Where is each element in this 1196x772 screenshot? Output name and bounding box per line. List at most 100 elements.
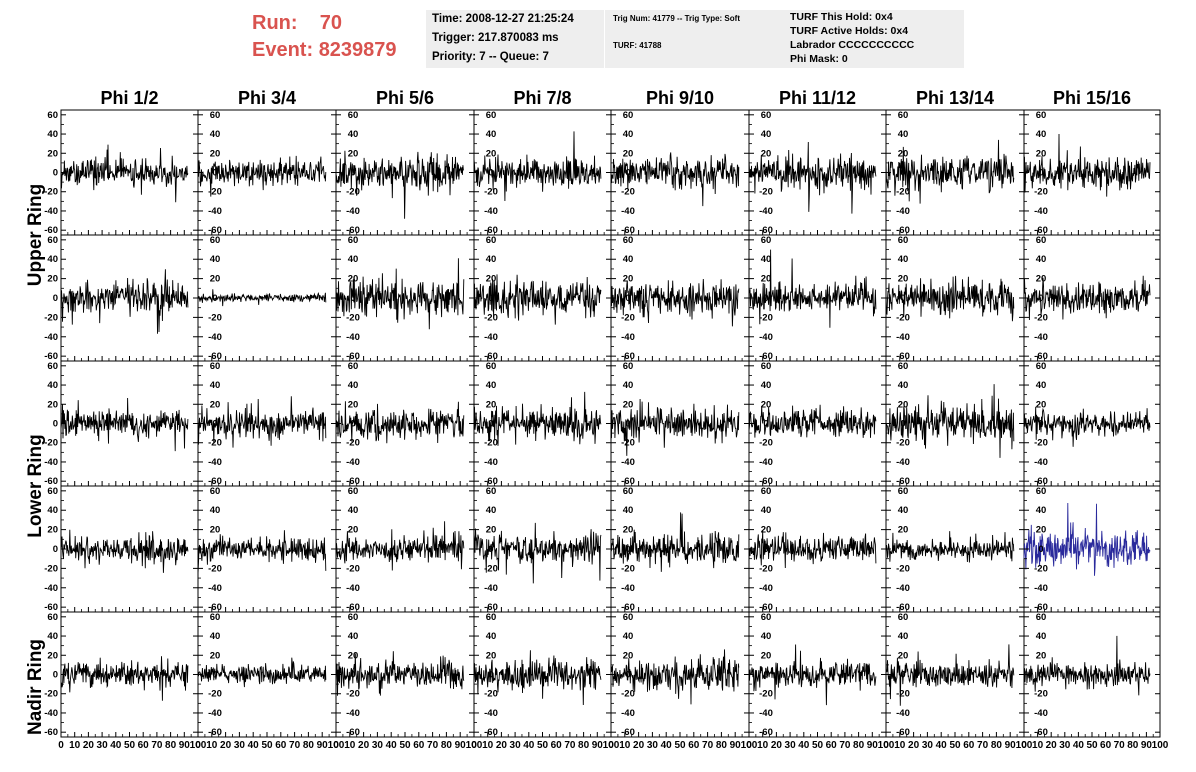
y-tick-label: 0 <box>488 419 493 430</box>
y-tick-label: -60 <box>896 225 910 236</box>
y-tick-label: -60 <box>44 351 58 362</box>
x-tick-label: 0 <box>58 740 64 751</box>
y-tick-label: 20 <box>210 148 221 159</box>
y-tick-label: -40 <box>621 457 635 468</box>
x-tick-label: 70 <box>977 740 989 751</box>
y-tick-label: -60 <box>208 476 222 487</box>
x-tick-label: 20 <box>358 740 370 751</box>
y-tick-label: -40 <box>208 708 222 719</box>
y-tick-label: -40 <box>759 583 773 594</box>
x-tick-label: 90 <box>592 740 604 751</box>
x-tick-label: 40 <box>936 740 948 751</box>
x-tick-label: 100 <box>1016 740 1033 751</box>
x-tick-label: 90 <box>455 740 467 751</box>
y-tick-label: -20 <box>44 438 58 449</box>
y-tick-label: 20 <box>1036 650 1047 661</box>
y-tick-label: -60 <box>208 225 222 236</box>
y-tick-label: -60 <box>346 351 360 362</box>
x-tick-label: 50 <box>261 740 273 751</box>
x-tick-label: 0 <box>471 740 477 751</box>
y-tick-label: 20 <box>623 650 634 661</box>
y-tick-label: 40 <box>761 129 772 140</box>
y-tick-label: 0 <box>900 168 905 179</box>
waveform-r3-c1 <box>60 397 189 452</box>
column-label-1: Phi 1/2 <box>100 88 158 108</box>
y-tick-label: -20 <box>1034 438 1048 449</box>
y-tick-label: 0 <box>350 544 355 555</box>
y-tick-label: 40 <box>898 129 909 140</box>
y-tick-label: 40 <box>348 129 359 140</box>
y-tick-label: -40 <box>208 457 222 468</box>
y-tick-label: -40 <box>346 708 360 719</box>
y-tick-label: 20 <box>348 148 359 159</box>
y-tick-label: 0 <box>212 293 217 304</box>
x-tick-label: 20 <box>83 740 95 751</box>
x-tick-label: 80 <box>853 740 865 751</box>
waveform-r1-c3 <box>335 150 464 219</box>
y-tick-label: 0 <box>900 544 905 555</box>
waveform-r2-c7 <box>885 275 1015 322</box>
y-tick-label: 20 <box>623 525 634 536</box>
waveform-r2-c6 <box>748 249 877 328</box>
y-tick-label: 60 <box>486 361 497 372</box>
y-tick-label: 60 <box>348 235 359 246</box>
y-tick-label: -20 <box>346 438 360 449</box>
y-tick-label: 0 <box>763 419 768 430</box>
y-tick-label: -40 <box>759 332 773 343</box>
y-tick-label: 40 <box>210 380 221 391</box>
y-tick-label: 20 <box>623 399 634 410</box>
y-tick-label: -20 <box>896 438 910 449</box>
y-tick-label: -60 <box>759 727 773 738</box>
x-tick-label: 0 <box>608 740 614 751</box>
waveform-r2-c5 <box>610 278 740 327</box>
y-tick-label: 40 <box>486 505 497 516</box>
y-tick-label: -20 <box>208 689 222 700</box>
y-tick-label: 0 <box>763 293 768 304</box>
waveform-r2-c2 <box>197 289 327 307</box>
y-tick-label: 0 <box>763 544 768 555</box>
y-tick-label: 40 <box>1036 380 1047 391</box>
y-tick-label: 60 <box>898 612 909 623</box>
x-tick-label: 60 <box>1100 740 1112 751</box>
y-tick-label: 40 <box>898 254 909 265</box>
y-tick-label: 20 <box>1036 399 1047 410</box>
y-tick-label: -20 <box>621 689 635 700</box>
waveform-r4-c6 <box>748 530 877 569</box>
y-tick-label: -40 <box>621 332 635 343</box>
x-tick-label: 70 <box>289 740 301 751</box>
y-tick-label: 0 <box>212 670 217 681</box>
y-tick-label: -40 <box>759 206 773 217</box>
y-tick-label: 0 <box>53 544 58 555</box>
y-tick-label: 0 <box>350 670 355 681</box>
x-tick-label: 100 <box>878 740 895 751</box>
time-info-panel: Time: 2008-12-27 21:25:24 Trigger: 217.8… <box>426 10 604 68</box>
y-tick-label: 60 <box>348 612 359 623</box>
waveform-r1-c7 <box>885 139 1015 204</box>
y-tick-label: 60 <box>761 486 772 497</box>
y-tick-label: 20 <box>47 148 58 159</box>
y-tick-label: -20 <box>621 312 635 323</box>
x-tick-label: 10 <box>757 740 769 751</box>
x-tick-label: 80 <box>991 740 1003 751</box>
y-tick-label: 40 <box>1036 129 1047 140</box>
x-tick-label: 100 <box>328 740 345 751</box>
y-tick-label: 0 <box>350 419 355 430</box>
y-tick-label: 20 <box>761 525 772 536</box>
y-tick-label: -60 <box>346 727 360 738</box>
y-tick-label: -40 <box>484 206 498 217</box>
y-tick-label: 60 <box>486 235 497 246</box>
y-tick-label: -40 <box>484 457 498 468</box>
x-tick-label: 40 <box>661 740 673 751</box>
y-tick-label: 60 <box>623 361 634 372</box>
x-tick-label: 50 <box>399 740 411 751</box>
waveform-r4-c8 <box>1023 502 1151 576</box>
y-tick-label: -60 <box>208 727 222 738</box>
y-tick-label: 40 <box>47 505 58 516</box>
waveform-r4-c7 <box>885 531 1015 563</box>
waveform-r5-c8 <box>1023 635 1151 696</box>
column-label-4: Phi 7/8 <box>513 88 571 108</box>
y-tick-label: -20 <box>759 563 773 574</box>
y-tick-label: -20 <box>346 312 360 323</box>
y-tick-label: 0 <box>212 544 217 555</box>
x-tick-label: 80 <box>165 740 177 751</box>
